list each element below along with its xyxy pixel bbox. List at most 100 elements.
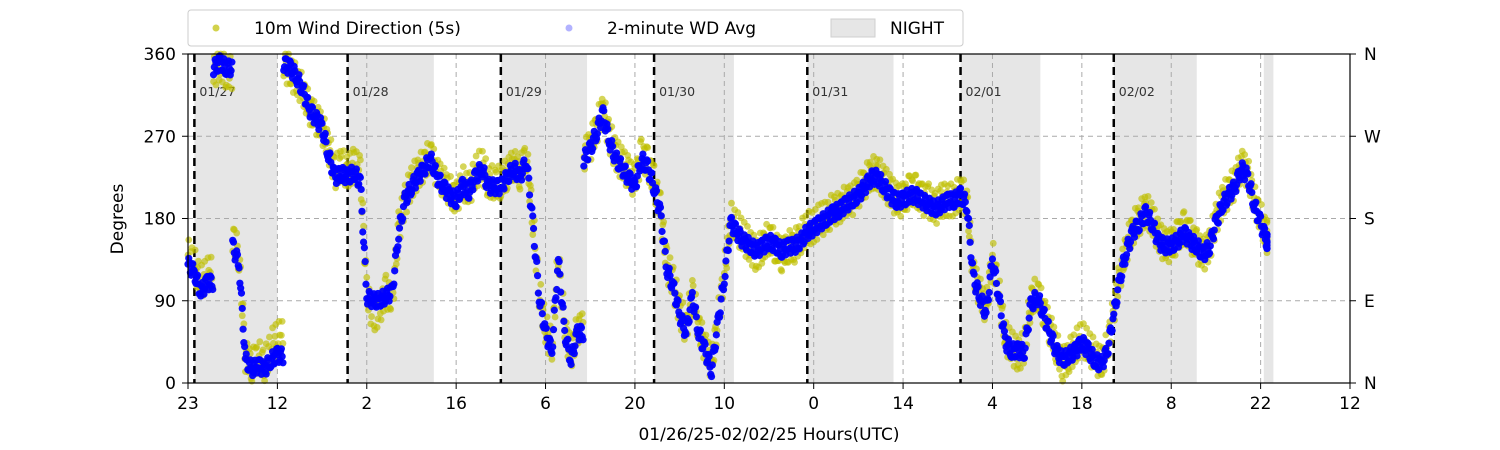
wind-point <box>744 222 751 230</box>
wind-point <box>886 170 893 178</box>
avg-point <box>359 238 368 246</box>
avg-point <box>1244 170 1252 178</box>
y-tick-label: 0 <box>165 374 176 394</box>
avg-point <box>648 169 656 177</box>
avg-point <box>570 350 578 358</box>
avg-point <box>238 304 246 313</box>
wind-point <box>909 177 917 185</box>
y2-axis-ticks: N E S W N <box>1350 45 1381 394</box>
avg-point <box>529 224 538 233</box>
wind-point <box>363 273 371 281</box>
avg-point <box>877 171 885 179</box>
avg-point <box>1049 332 1057 340</box>
wind-point <box>723 264 731 272</box>
avg-point <box>988 255 997 263</box>
x-tick-label: 10 <box>713 394 735 414</box>
avg-point <box>579 336 587 344</box>
avg-point <box>996 292 1004 300</box>
avg-point <box>1194 237 1202 245</box>
avg-point <box>674 297 682 305</box>
wind-point <box>1165 258 1173 266</box>
wind-point <box>548 355 556 363</box>
wind-point <box>660 218 668 226</box>
wind-point <box>472 152 480 160</box>
avg-point <box>652 187 661 195</box>
avg-point <box>189 260 197 268</box>
wind-point <box>387 305 395 313</box>
avg-point <box>705 352 713 361</box>
wind-point <box>392 260 400 268</box>
avg-point <box>278 352 286 360</box>
avg-point <box>403 197 412 205</box>
avg-point <box>985 288 993 297</box>
wind-point <box>1201 265 1209 273</box>
legend-label-wind-direction: 10m Wind Direction (5s) <box>254 19 461 39</box>
wind-point <box>614 138 622 146</box>
avg-point <box>394 243 402 251</box>
avg-point <box>390 280 398 288</box>
avg-point <box>589 145 597 153</box>
wind-point <box>440 164 448 172</box>
avg-point <box>644 157 652 165</box>
wind-point <box>637 135 645 143</box>
avg-point <box>549 343 557 351</box>
avg-point <box>978 292 986 300</box>
wind-point <box>408 164 415 172</box>
avg-point <box>577 324 586 332</box>
avg-point <box>559 303 567 311</box>
avg-point <box>528 204 536 212</box>
avg-point <box>692 313 700 321</box>
wind-point <box>819 231 827 239</box>
avg-point <box>465 194 473 202</box>
avg-point <box>200 290 208 298</box>
wind-point <box>897 212 905 220</box>
y2-tick-label: N <box>1364 45 1377 65</box>
wind-point <box>256 338 264 346</box>
wind-point <box>191 246 199 254</box>
wind-point <box>1070 331 1078 339</box>
y2-tick-label: E <box>1364 292 1375 312</box>
avg-point <box>600 107 608 115</box>
avg-point <box>561 326 569 335</box>
avg-point <box>608 142 617 150</box>
avg-point <box>1105 339 1113 347</box>
wind-point <box>965 227 972 235</box>
wind-point <box>1258 201 1265 208</box>
avg-point <box>326 149 334 157</box>
wind-point <box>791 258 798 266</box>
avg-point <box>701 340 709 348</box>
avg-point <box>304 93 312 102</box>
avg-point <box>550 306 558 314</box>
avg-point <box>685 317 693 326</box>
avg-point <box>1209 235 1218 243</box>
avg-point <box>207 273 215 282</box>
avg-point <box>604 125 612 133</box>
avg-point <box>436 171 444 179</box>
day-marker-label: 02/02 <box>1119 84 1155 99</box>
avg-point <box>1261 224 1269 233</box>
x-axis-ticks: 23 12 2 16 6 20 10 0 14 4 18 8 22 12 <box>177 383 1361 414</box>
wind-point <box>516 185 524 193</box>
x-tick-label: 6 <box>540 394 551 414</box>
avg-point <box>322 138 330 146</box>
avg-point <box>355 180 363 188</box>
wind-point <box>629 191 636 198</box>
legend-marker-2min-avg <box>565 24 573 32</box>
legend-label-2min-avg: 2-minute WD Avg <box>607 19 756 39</box>
wind-point <box>228 85 236 93</box>
avg-point <box>968 259 977 267</box>
avg-point <box>391 267 399 275</box>
avg-point <box>474 177 482 185</box>
avg-point <box>965 221 973 230</box>
y-tick-label: 180 <box>144 210 176 230</box>
avg-point <box>691 303 700 311</box>
avg-point <box>982 309 990 317</box>
wind-point <box>698 319 706 326</box>
avg-point <box>352 165 360 173</box>
wind-point <box>666 254 674 261</box>
avg-point <box>530 242 538 251</box>
avg-point <box>548 349 556 358</box>
avg-point <box>1121 260 1129 268</box>
avg-point <box>608 137 616 145</box>
wind-point <box>650 162 658 169</box>
